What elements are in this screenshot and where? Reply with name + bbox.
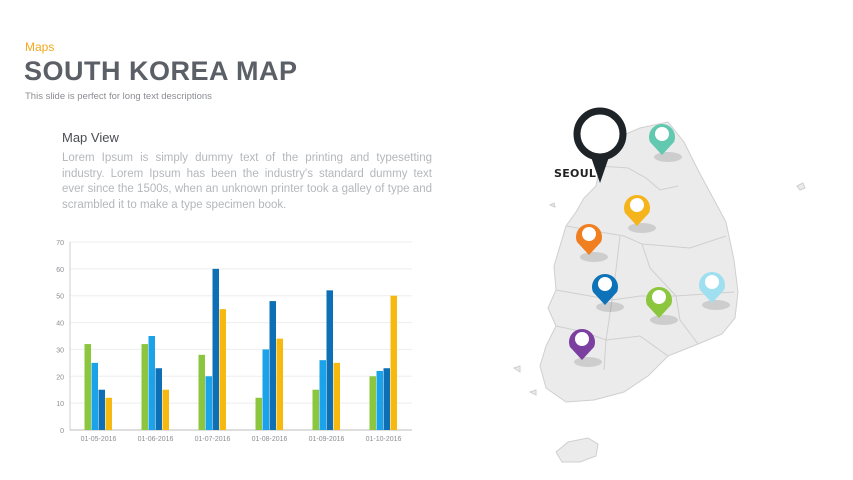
ulleung-island (796, 182, 806, 191)
y-tick-label: 70 (56, 240, 64, 247)
bar (91, 362, 98, 430)
bar (333, 362, 340, 430)
bar (369, 376, 376, 430)
y-tick-label: 30 (56, 347, 64, 354)
bar (312, 389, 319, 430)
bar (205, 376, 212, 430)
coast-islet (528, 389, 537, 396)
x-tick-label: 01-09-2016 (309, 436, 345, 443)
bar (390, 295, 397, 430)
bar (141, 344, 148, 430)
bar (269, 301, 276, 430)
y-tick-label: 60 (56, 267, 64, 274)
y-tick-label: 20 (56, 374, 64, 381)
map-view-description: Lorem Ipsum is simply dummy text of the … (62, 152, 432, 211)
seoul-label: SEOUL (554, 167, 597, 180)
page-title: SOUTH KOREA MAP (24, 56, 298, 86)
bar (155, 368, 162, 430)
x-tick-label: 01-08-2016 (252, 436, 288, 443)
x-tick-label: 01-07-2016 (195, 436, 231, 443)
bar (255, 397, 262, 430)
y-tick-label: 40 (56, 321, 64, 328)
x-tick-label: 01-10-2016 (366, 436, 402, 443)
coast-islet (512, 365, 521, 373)
bar (383, 368, 390, 430)
page-subtitle: This slide is perfect for long text desc… (25, 91, 212, 102)
bar (162, 389, 169, 430)
bar-chart: 0 10 20 30 40 50 60 70 01-05-2016 01-06-2016 01-07… (56, 240, 412, 443)
map-view-title: Map View (62, 130, 119, 145)
coast-islet (548, 202, 556, 208)
seoul-pin-icon (573, 107, 627, 183)
bar (212, 268, 219, 430)
bar (198, 354, 205, 430)
section-tag: Maps (25, 40, 55, 54)
y-tick-label: 0 (60, 428, 64, 435)
bar (276, 338, 283, 430)
bar (148, 336, 155, 430)
bar (84, 344, 91, 430)
south-korea-map (512, 107, 806, 463)
y-tick-label: 10 (56, 401, 64, 408)
bar (105, 397, 112, 430)
bar (326, 290, 333, 430)
y-tick-label: 50 (56, 294, 64, 301)
korea-mainland (539, 121, 739, 403)
bar (219, 309, 226, 430)
bar (98, 389, 105, 430)
bar (262, 349, 269, 430)
bar (376, 370, 383, 430)
x-tick-label: 01-06-2016 (138, 436, 174, 443)
pin-shadows (574, 152, 730, 367)
bar (319, 360, 326, 430)
x-tick-label: 01-05-2016 (81, 436, 117, 443)
jeju-island (555, 437, 599, 463)
